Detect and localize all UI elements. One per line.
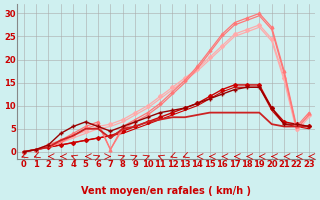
X-axis label: Vent moyen/en rafales ( km/h ): Vent moyen/en rafales ( km/h )	[81, 186, 251, 196]
